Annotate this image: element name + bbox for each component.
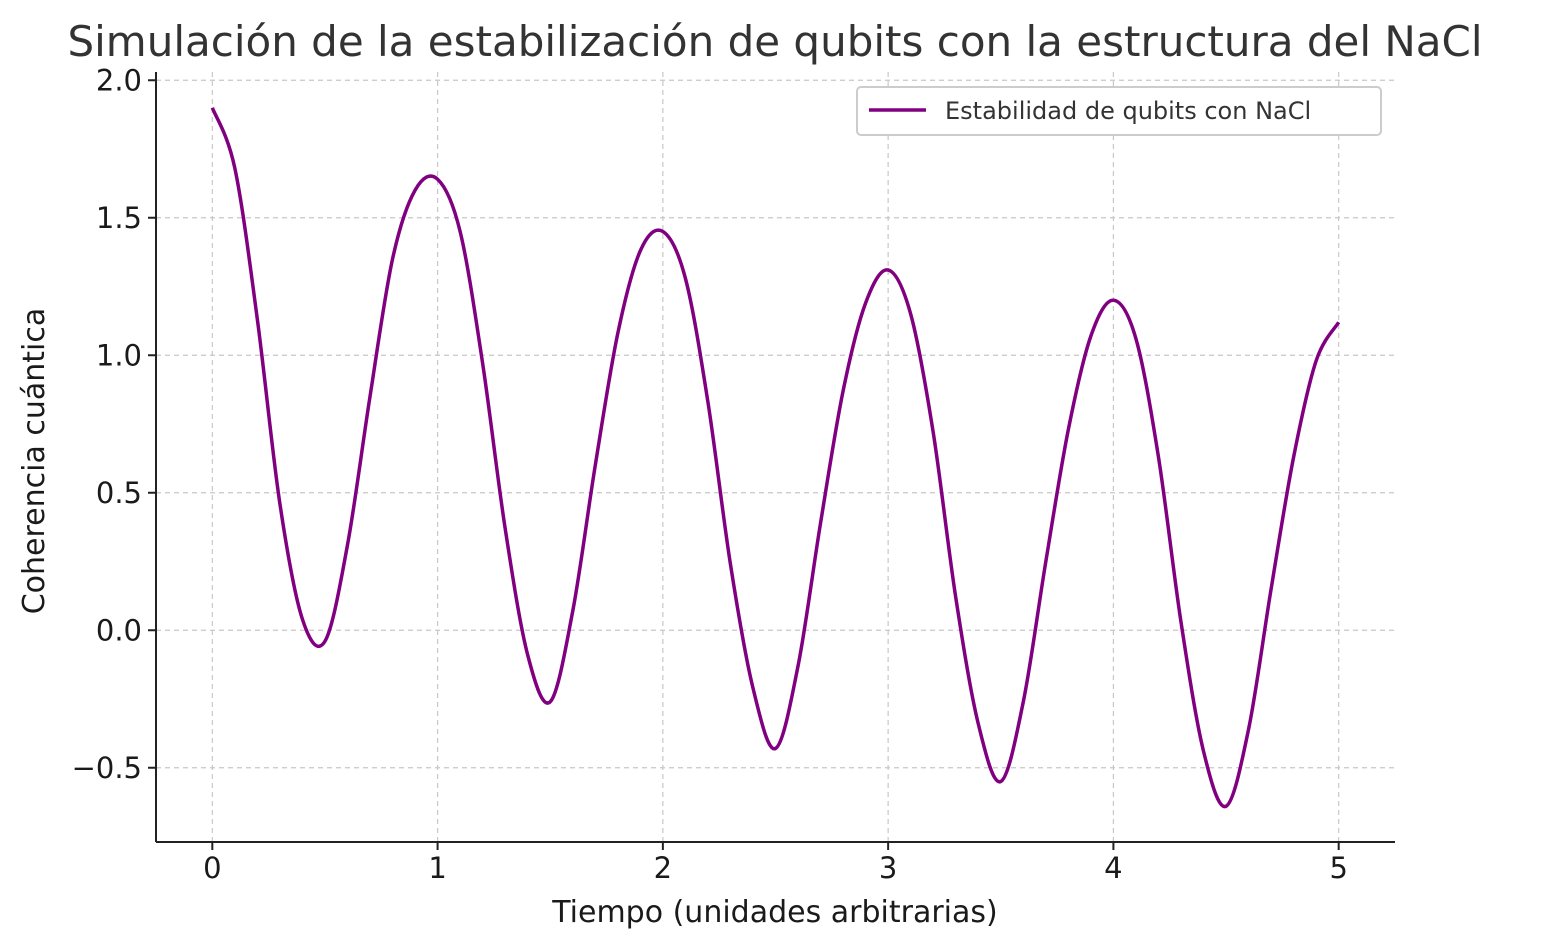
y-tick-label: −0.5 — [72, 751, 142, 785]
x-tick-label: 4 — [1104, 851, 1122, 885]
x-axis-title: Tiempo (unidades arbitrarias) — [551, 895, 997, 930]
y-tick-label: 2.0 — [96, 63, 142, 97]
x-tick-label: 0 — [203, 851, 221, 885]
y-tick-label: 0.5 — [96, 476, 142, 510]
x-tick-label: 3 — [879, 851, 897, 885]
x-tick-label: 2 — [654, 851, 672, 885]
axis-ticks: 0 1 2 3 4 5 −0.5 0.0 0.5 1.0 1.5 2.0 — [72, 63, 1348, 885]
y-tick-label: 1.0 — [96, 338, 142, 372]
legend: Estabilidad de qubits con NaCl — [856, 86, 1382, 136]
series-lines — [210, 107, 1341, 809]
x-tick-label: 1 — [428, 851, 446, 885]
chart-title: Simulación de la estabilización de qubit… — [67, 17, 1482, 66]
series-line-0 — [210, 107, 1341, 809]
y-axis-title: Coherencia cuántica — [17, 308, 52, 615]
y-tick-label: 0.0 — [96, 613, 142, 647]
grid-lines — [156, 72, 1395, 842]
legend-entry-label: Estabilidad de qubits con NaCl — [945, 97, 1311, 125]
legend-box — [856, 86, 1382, 136]
y-tick-label: 1.5 — [96, 201, 142, 235]
axes — [155, 72, 1395, 843]
x-tick-label: 5 — [1329, 851, 1347, 885]
